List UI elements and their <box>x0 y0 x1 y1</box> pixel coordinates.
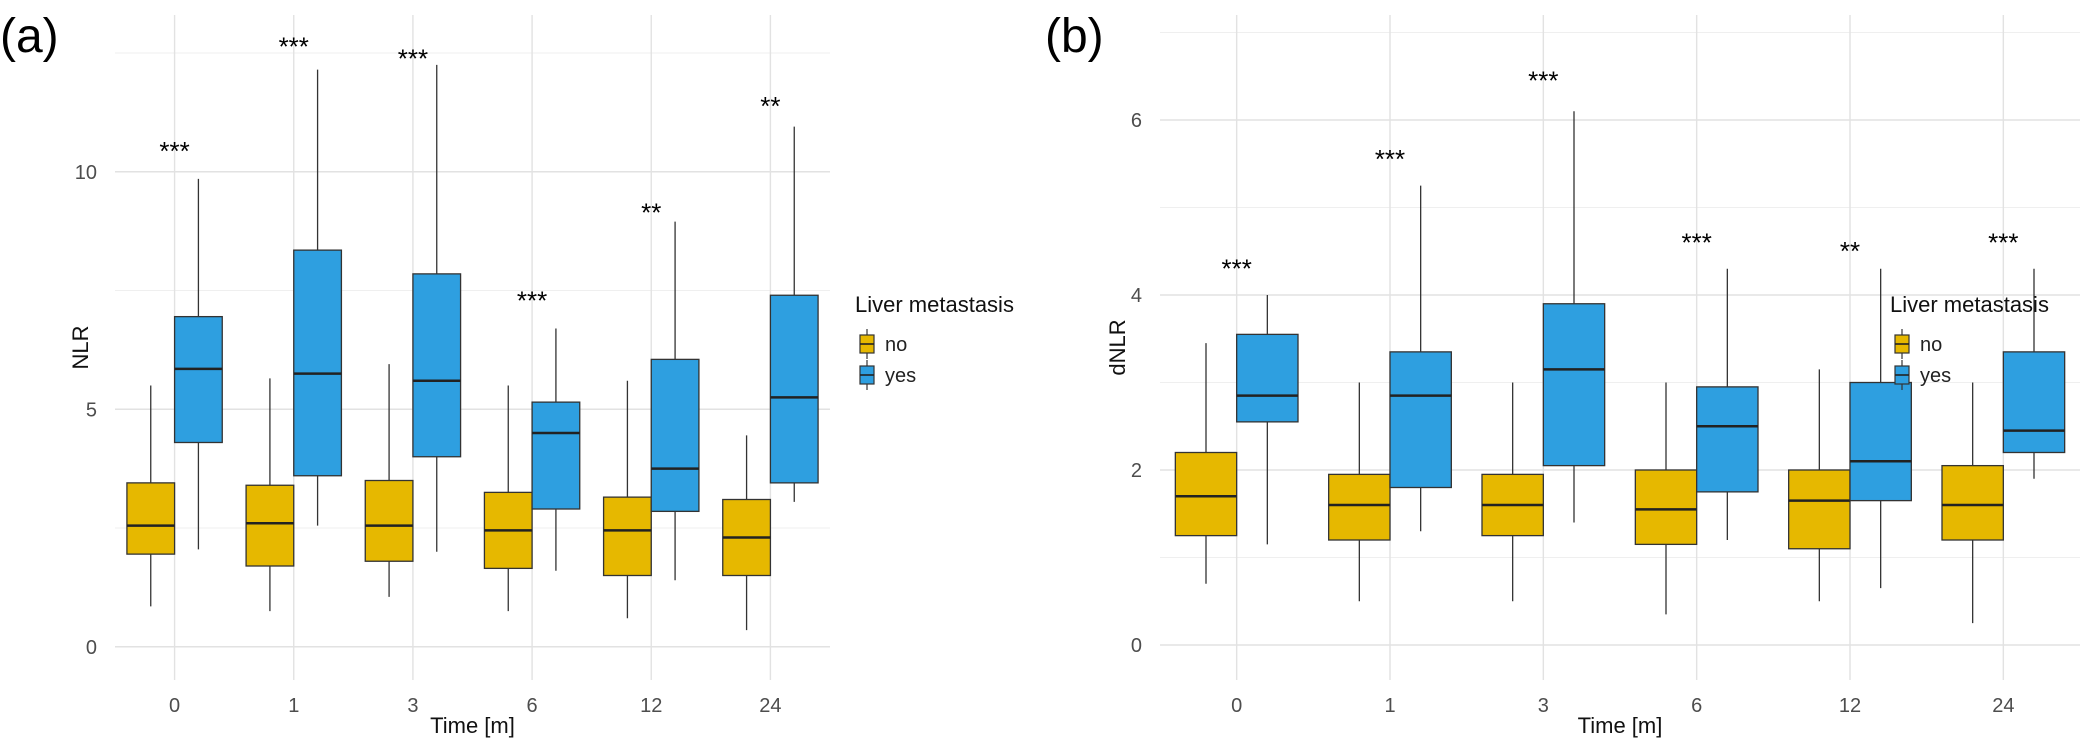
panel-0-box-yes-0 <box>173 315 223 444</box>
panel-1-box-yes-0 <box>1236 333 1299 423</box>
panel-1-significance-label: *** <box>1221 254 1251 284</box>
panel-1-x-axis-title: Time [m] <box>1578 713 1663 738</box>
panel-1-y-tick-label: 6 <box>1131 110 1142 132</box>
panel-1-box-no-6 <box>1634 469 1698 546</box>
panel-1-significance-label: *** <box>1988 227 2018 257</box>
panel-0-box-no-1 <box>245 484 295 567</box>
panel-0-box-yes-24 <box>769 294 819 484</box>
panel-1-y-tick-label: 2 <box>1131 460 1142 482</box>
panel-0-label: (a) <box>0 10 59 63</box>
panel-1-legend-label-no: no <box>1920 334 1942 356</box>
panel-0-box-no-12 <box>602 496 652 577</box>
panel-1-x-tick-label: 3 <box>1538 695 1549 717</box>
panel-0-y-tick-label: 5 <box>86 399 97 421</box>
panel-1-box-no-0 <box>1174 451 1238 537</box>
panel-1-box-yes-12 <box>1849 381 1912 502</box>
panel-0-significance-label: ** <box>760 91 780 121</box>
panel-0-x-axis-title: Time [m] <box>430 713 515 738</box>
panel-1-significance-label: *** <box>1375 144 1405 174</box>
panel-1-y-tick-label: 4 <box>1131 285 1142 307</box>
panel-0-legend-title: Liver metastasis <box>855 292 1014 317</box>
panel-0-legend-label-no: no <box>885 334 907 356</box>
panel-0-y-tick-label: 0 <box>86 637 97 659</box>
panel-0-box-yes-12 <box>650 358 700 513</box>
panel-1-legend-label-yes: yes <box>1920 365 1951 387</box>
panel-1-y-axis-title: dNLR <box>1105 319 1130 375</box>
panel-1-box-yes-6 <box>1696 386 1759 493</box>
panel-1-box-no-12 <box>1788 469 1851 550</box>
panel-1-y-tick-label: 0 <box>1131 635 1142 657</box>
panel-1-box-yes-1 <box>1389 351 1452 489</box>
panel-0-legend-label-yes: yes <box>885 365 916 387</box>
panel-1-significance-label: ** <box>1840 236 1860 266</box>
panel-0-box-yes-1 <box>293 249 343 477</box>
panel-1-x-tick-label: 1 <box>1384 695 1395 717</box>
panel-1-box-yes-3 <box>1542 303 1606 467</box>
panel-0-significance-label: *** <box>159 136 189 166</box>
panel-0-y-tick-label: 10 <box>75 162 97 184</box>
panel-1-box-no-1 <box>1328 473 1391 541</box>
panel-0-significance-label: *** <box>279 31 309 61</box>
panel-1-significance-label: *** <box>1681 227 1711 257</box>
panel-0-x-tick-label: 24 <box>759 695 781 717</box>
panel-0-box-yes-6 <box>531 401 581 510</box>
panel-1-significance-label: *** <box>1528 65 1558 95</box>
panel-0-significance-label: ** <box>641 198 661 228</box>
panel-0-box-yes-3 <box>412 273 462 458</box>
panel-0-x-tick-label: 3 <box>407 695 418 717</box>
panel-0-x-tick-label: 0 <box>169 695 180 717</box>
panel-0-x-tick-label: 12 <box>640 695 662 717</box>
panel-1-legend-title: Liver metastasis <box>1890 292 2049 317</box>
panel-1-x-tick-label: 12 <box>1839 695 1861 717</box>
panel-0-significance-label: *** <box>398 43 428 73</box>
panel-0-x-tick-label: 1 <box>288 695 299 717</box>
panel-0-significance-label: *** <box>517 286 547 316</box>
panel-1-label: (b) <box>1045 10 1104 63</box>
panel-0-x-tick-label: 6 <box>527 695 538 717</box>
panel-1-x-tick-label: 6 <box>1691 695 1702 717</box>
panel-1-x-tick-label: 24 <box>1992 695 2014 717</box>
panel-0-box-no-0 <box>126 482 176 555</box>
panel-1-box-yes-24 <box>2002 351 2066 454</box>
panel-1-box-no-24 <box>1941 464 2004 541</box>
panel-0-y-axis-title: NLR <box>68 325 93 369</box>
panel-1-x-tick-label: 0 <box>1231 695 1242 717</box>
panel-0-box-no-3 <box>364 479 414 562</box>
